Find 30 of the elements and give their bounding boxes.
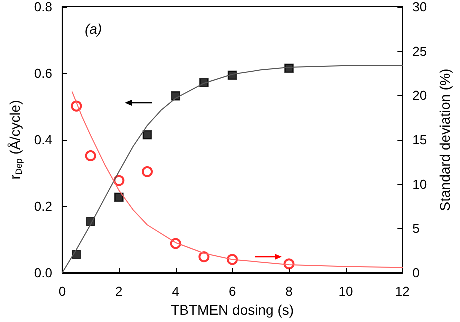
point: [114, 192, 124, 202]
x-tick-label: 4: [172, 284, 180, 299]
line-series: [72, 92, 404, 268]
y2-tick-label: 20: [412, 88, 428, 104]
y2-tick-label: 25: [412, 44, 428, 59]
point: [114, 175, 125, 186]
x-tick-label: 8: [286, 284, 293, 299]
x-tick-label: 6: [228, 284, 236, 299]
annotation: (a): [85, 21, 102, 37]
y-tick-label: 0.0: [34, 266, 52, 280]
y-axis-title: rDep (Å/cycle): [7, 100, 24, 180]
point: [85, 150, 96, 162]
y2-tick-label: 30: [412, 0, 428, 14]
y-tick-label: 0.6: [34, 66, 52, 81]
y-tick-label: 0.2: [34, 199, 52, 214]
y2-tick-label: 10: [412, 176, 428, 192]
x-axis-title: TBTMEN dosing (s): [171, 302, 294, 318]
y2-axis-title: Standard deviation (%): [437, 68, 453, 212]
y-tick-label: 0.4: [34, 132, 52, 148]
y2-tick-label: 0: [412, 266, 420, 280]
x-tick-label: 12: [395, 284, 410, 299]
x-tick-label: 0: [58, 284, 66, 299]
y-tick-label: 0.8: [34, 0, 52, 14]
x-tick-label: 10: [338, 284, 354, 299]
point: [142, 130, 152, 140]
y2-tick-label: 5: [412, 221, 420, 236]
point: [142, 166, 154, 178]
point: [198, 252, 210, 263]
y2-tick-label: 15: [412, 132, 428, 148]
x-tick-label: 2: [116, 284, 123, 299]
